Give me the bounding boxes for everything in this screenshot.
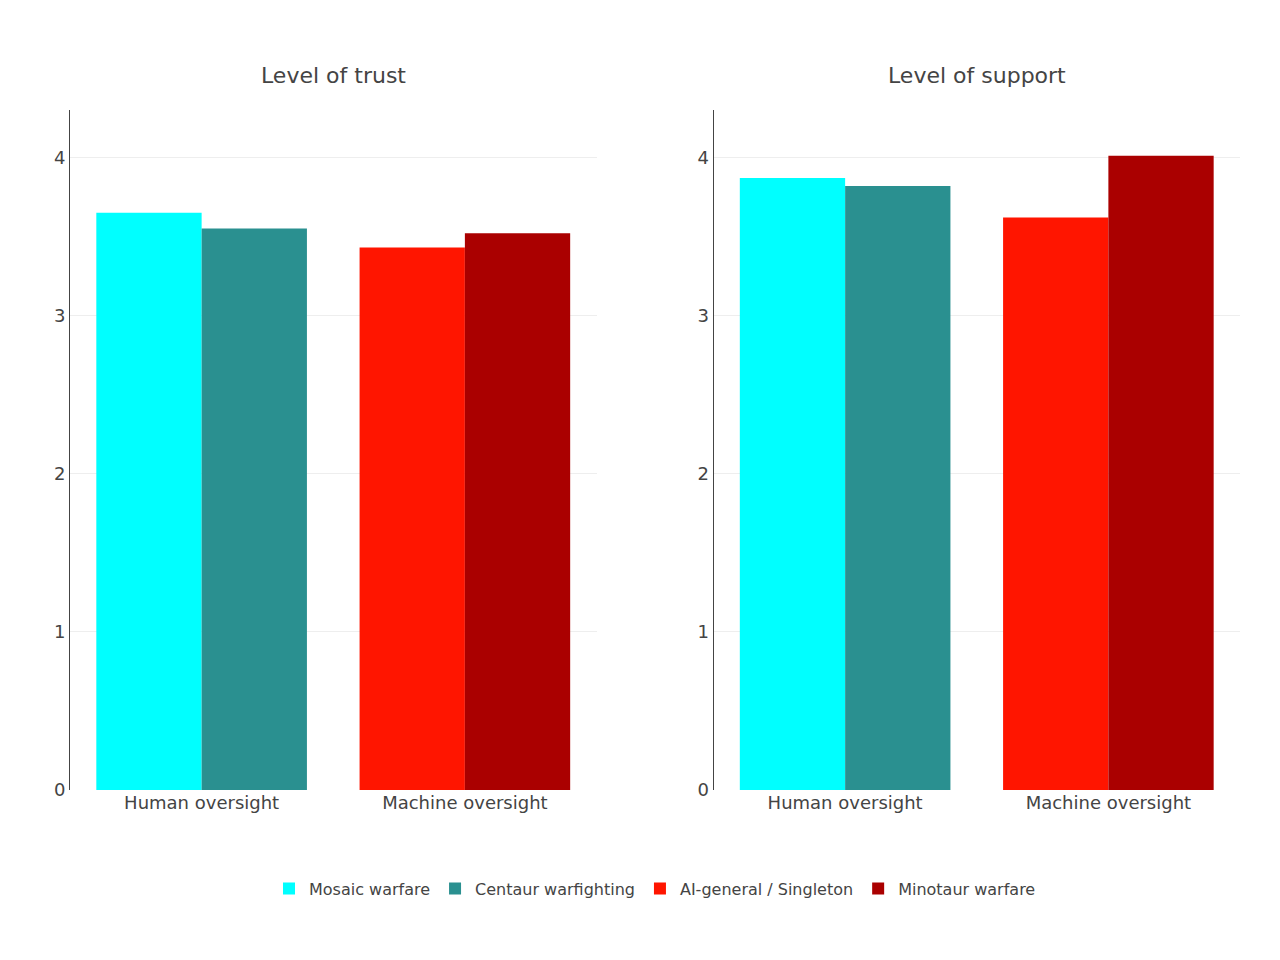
svg-text:Human oversight: Human oversight: [768, 792, 923, 813]
svg-text:Mosaic warfare: Mosaic warfare: [309, 880, 430, 899]
svg-text:Level of trust: Level of trust: [261, 63, 406, 88]
svg-text:0: 0: [54, 779, 65, 800]
svg-text:Human oversight: Human oversight: [124, 792, 279, 813]
svg-text:1: 1: [54, 621, 65, 642]
svg-text:3: 3: [697, 305, 708, 326]
svg-text:4: 4: [54, 147, 65, 168]
svg-text:1: 1: [697, 621, 708, 642]
svg-text:2: 2: [54, 463, 65, 484]
svg-text:AI-general / Singleton: AI-general / Singleton: [680, 880, 853, 899]
svg-text:Minotaur warfare: Minotaur warfare: [898, 880, 1035, 899]
svg-text:Machine oversight: Machine oversight: [382, 792, 547, 813]
svg-text:Machine oversight: Machine oversight: [1026, 792, 1191, 813]
svg-text:3: 3: [54, 305, 65, 326]
svg-text:0: 0: [697, 779, 708, 800]
svg-text:4: 4: [697, 147, 708, 168]
svg-text:2: 2: [697, 463, 708, 484]
svg-text:Centaur warfighting: Centaur warfighting: [475, 880, 635, 899]
svg-text:Level of support: Level of support: [888, 63, 1066, 88]
